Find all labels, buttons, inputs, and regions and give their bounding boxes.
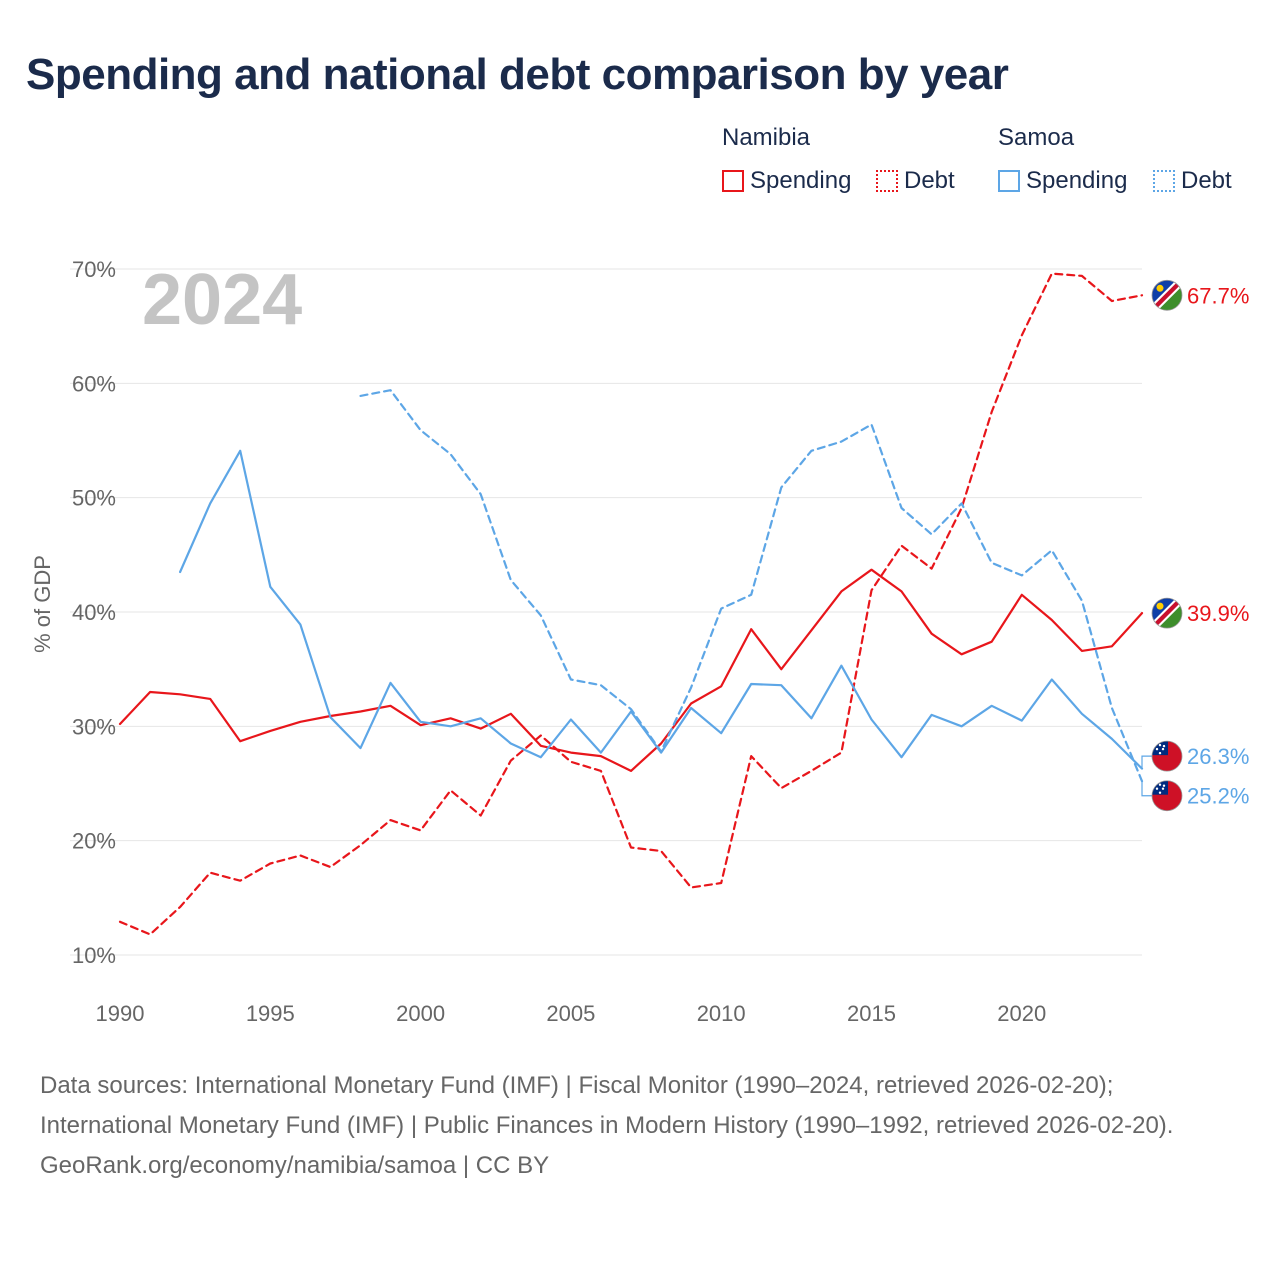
legend-label: Spending — [750, 167, 852, 194]
y-tick-label: 30% — [72, 714, 116, 739]
y-tick-label: 70% — [72, 257, 116, 282]
legend-namibia-spending[interactable]: Spending — [722, 166, 851, 196]
y-tick-label: 10% — [72, 943, 116, 968]
chart-title: Spending and national debt comparison by… — [26, 50, 1009, 99]
x-tick-label: 2015 — [847, 1001, 896, 1026]
x-tick-label: 2005 — [546, 1001, 595, 1026]
end-label-namibia-debt: 67.7% — [1151, 279, 1249, 311]
y-tick-label: 40% — [72, 600, 116, 625]
legend-label: Spending — [1026, 167, 1128, 194]
solid-line-swatch-icon — [722, 170, 744, 192]
y-tick-label: 20% — [72, 829, 116, 854]
end-value-label: 25.2% — [1187, 784, 1249, 809]
samoa-flag-icon — [1151, 740, 1183, 772]
legend-group-samoa: Samoa — [998, 124, 1075, 151]
y-axis: 10% 20% 30% 40% 50% 60% 70% — [72, 257, 116, 968]
y-tick-label: 60% — [72, 371, 116, 396]
x-tick-label: 1990 — [96, 1001, 145, 1026]
footer: Data sources: International Monetary Fun… — [40, 1066, 1240, 1186]
legend-label: Debt — [1181, 167, 1232, 194]
end-value-label: 26.3% — [1187, 744, 1249, 769]
legend-namibia-debt[interactable]: Debt — [876, 166, 955, 196]
samoa-flag-icon — [1151, 780, 1183, 812]
end-labels: 39.9% 67.7% 26.3% 25.2% — [1141, 279, 1249, 812]
dotted-line-swatch-icon — [876, 170, 898, 192]
year-watermark: 2024 — [142, 260, 302, 340]
gridlines — [70, 268, 1142, 956]
x-tick-label: 1995 — [246, 1001, 295, 1026]
end-label-samoa-spending: 26.3% — [1141, 740, 1249, 772]
solid-line-swatch-icon — [998, 170, 1020, 192]
legend-label: Debt — [904, 167, 955, 194]
series-line-samoa-debt[interactable] — [359, 389, 1144, 783]
dotted-line-swatch-icon — [1153, 170, 1175, 192]
series-line-namibia-debt[interactable] — [118, 272, 1144, 936]
legend-samoa-debt[interactable]: Debt — [1153, 166, 1232, 196]
series-line-namibia-spending[interactable] — [118, 568, 1144, 773]
attribution-credit: GeoRank.org/economy/namibia/samoa | CC B… — [40, 1152, 550, 1179]
end-value-label: 39.9% — [1187, 601, 1249, 626]
namibia-flag-icon — [1151, 597, 1183, 629]
end-value-label: 67.7% — [1187, 283, 1249, 308]
line-chart: 2024 % of GDP 10% 20% 30% 40% 50% 60% 70% 1990… — [30, 257, 1249, 1026]
data-sources: Data sources: International Monetary Fun… — [40, 1072, 1174, 1139]
legend-samoa-spending[interactable]: Spending — [998, 166, 1127, 196]
x-tick-label: 2020 — [997, 1001, 1046, 1026]
y-tick-label: 50% — [72, 486, 116, 511]
end-label-samoa-debt: 25.2% — [1141, 780, 1249, 812]
end-label-namibia-spending: 39.9% — [1151, 597, 1249, 629]
series-line-samoa-spending[interactable] — [179, 449, 1144, 770]
series-group — [118, 272, 1144, 936]
namibia-flag-icon — [1151, 279, 1183, 311]
x-tick-label: 2000 — [396, 1001, 445, 1026]
y-axis-title: % of GDP — [30, 555, 55, 653]
legend-group-namibia: Namibia — [722, 124, 811, 151]
x-axis: 1990 1995 2000 2005 2010 2015 2020 — [96, 1001, 1047, 1026]
x-tick-label: 2010 — [697, 1001, 746, 1026]
